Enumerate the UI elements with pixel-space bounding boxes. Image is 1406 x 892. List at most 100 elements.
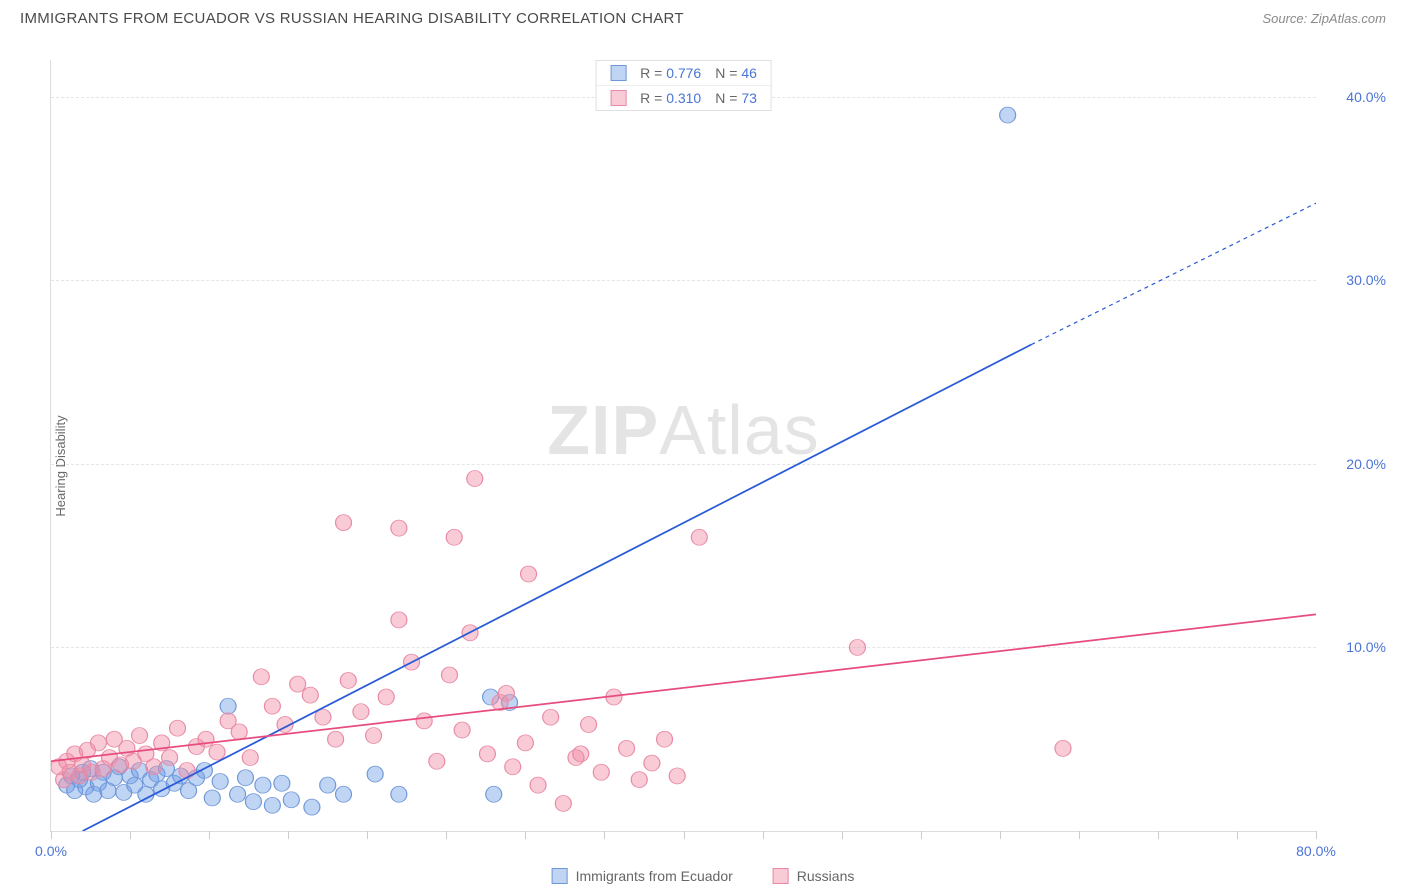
- x-tick: [525, 831, 526, 839]
- swatch-icon: [552, 868, 568, 884]
- n-value: 46: [741, 65, 757, 81]
- data-point-russians: [340, 672, 356, 688]
- legend-stats-row-russians: R = 0.310 N = 73: [596, 85, 771, 110]
- chart-area: Hearing Disability R = 0.776N = 46R = 0.…: [0, 40, 1406, 892]
- source: Source: ZipAtlas.com: [1262, 11, 1386, 26]
- r-label: R = 0.310: [640, 90, 701, 106]
- data-point-ecuador: [245, 794, 261, 810]
- data-point-russians: [669, 768, 685, 784]
- data-point-russians: [606, 689, 622, 705]
- n-label: N = 73: [715, 90, 757, 106]
- r-label: R = 0.776: [640, 65, 701, 81]
- legend-series: Immigrants from Ecuador Russians: [552, 868, 855, 884]
- data-point-russians: [198, 731, 214, 747]
- data-point-russians: [573, 746, 589, 762]
- x-tick: [763, 831, 764, 839]
- data-point-russians: [404, 654, 420, 670]
- x-tick-label: 80.0%: [1296, 843, 1336, 859]
- data-point-russians: [336, 515, 352, 531]
- data-point-ecuador: [283, 792, 299, 808]
- data-point-russians: [132, 728, 148, 744]
- data-point-ecuador: [336, 786, 352, 802]
- x-tick: [921, 831, 922, 839]
- data-point-russians: [231, 724, 247, 740]
- data-point-russians: [366, 728, 382, 744]
- data-point-russians: [581, 717, 597, 733]
- y-tick-label: 10.0%: [1326, 639, 1386, 655]
- data-point-russians: [517, 735, 533, 751]
- x-tick: [684, 831, 685, 839]
- x-tick: [130, 831, 131, 839]
- chart-title: IMMIGRANTS FROM ECUADOR VS RUSSIAN HEARI…: [20, 10, 684, 27]
- data-point-russians: [209, 744, 225, 760]
- legend-stats-row-ecuador: R = 0.776 N = 46: [596, 61, 771, 85]
- data-point-russians: [530, 777, 546, 793]
- data-point-russians: [479, 746, 495, 762]
- series-name: Immigrants from Ecuador: [576, 868, 733, 884]
- data-point-russians: [505, 759, 521, 775]
- y-tick-label: 40.0%: [1326, 89, 1386, 105]
- data-point-russians: [277, 717, 293, 733]
- data-point-ecuador: [212, 773, 228, 789]
- data-point-russians: [302, 687, 318, 703]
- x-tick: [842, 831, 843, 839]
- data-point-ecuador: [196, 762, 212, 778]
- x-tick: [446, 831, 447, 839]
- x-tick: [209, 831, 210, 839]
- data-point-russians: [1055, 740, 1071, 756]
- n-value: 73: [741, 90, 757, 106]
- data-point-russians: [441, 667, 457, 683]
- data-point-russians: [467, 471, 483, 487]
- x-tick: [1079, 831, 1080, 839]
- data-point-russians: [657, 731, 673, 747]
- data-point-ecuador: [320, 777, 336, 793]
- scatter-layer: [51, 60, 1316, 831]
- data-point-russians: [498, 685, 514, 701]
- n-label: N = 46: [715, 65, 757, 81]
- data-point-russians: [446, 529, 462, 545]
- data-point-russians: [593, 764, 609, 780]
- data-point-ecuador: [264, 797, 280, 813]
- data-point-russians: [353, 704, 369, 720]
- data-point-russians: [543, 709, 559, 725]
- source-name: ZipAtlas.com: [1311, 11, 1386, 26]
- legend-stats: R = 0.776 N = 46 R = 0.310 N = 73: [595, 60, 772, 111]
- data-point-ecuador: [391, 786, 407, 802]
- x-tick: [367, 831, 368, 839]
- r-value: 0.776: [666, 65, 701, 81]
- data-point-ecuador: [238, 770, 254, 786]
- legend-item-russians: Russians: [773, 868, 855, 884]
- swatch-icon: [610, 90, 626, 106]
- legend-item-ecuador: Immigrants from Ecuador: [552, 868, 733, 884]
- data-point-russians: [391, 520, 407, 536]
- data-point-ecuador: [255, 777, 271, 793]
- data-point-ecuador: [230, 786, 246, 802]
- data-point-russians: [146, 759, 162, 775]
- data-point-russians: [644, 755, 660, 771]
- swatch-icon: [773, 868, 789, 884]
- x-tick: [1316, 831, 1317, 839]
- data-point-russians: [253, 669, 269, 685]
- series-name: Russians: [797, 868, 855, 884]
- data-point-ecuador: [486, 786, 502, 802]
- data-point-russians: [179, 762, 195, 778]
- data-point-ecuador: [1000, 107, 1016, 123]
- data-point-russians: [162, 750, 178, 766]
- data-point-russians: [849, 639, 865, 655]
- data-point-russians: [242, 750, 258, 766]
- y-tick-label: 20.0%: [1326, 456, 1386, 472]
- data-point-russians: [170, 720, 186, 736]
- data-point-russians: [691, 529, 707, 545]
- x-tick: [1158, 831, 1159, 839]
- plot-region: R = 0.776N = 46R = 0.310N = 73 ZIPAtlas …: [50, 60, 1316, 832]
- y-tick-label: 30.0%: [1326, 272, 1386, 288]
- data-point-russians: [315, 709, 331, 725]
- data-point-ecuador: [220, 698, 236, 714]
- x-tick: [1237, 831, 1238, 839]
- data-point-russians: [154, 735, 170, 751]
- data-point-russians: [264, 698, 280, 714]
- data-point-ecuador: [204, 790, 220, 806]
- data-point-ecuador: [367, 766, 383, 782]
- source-prefix: Source:: [1262, 11, 1310, 26]
- data-point-russians: [631, 772, 647, 788]
